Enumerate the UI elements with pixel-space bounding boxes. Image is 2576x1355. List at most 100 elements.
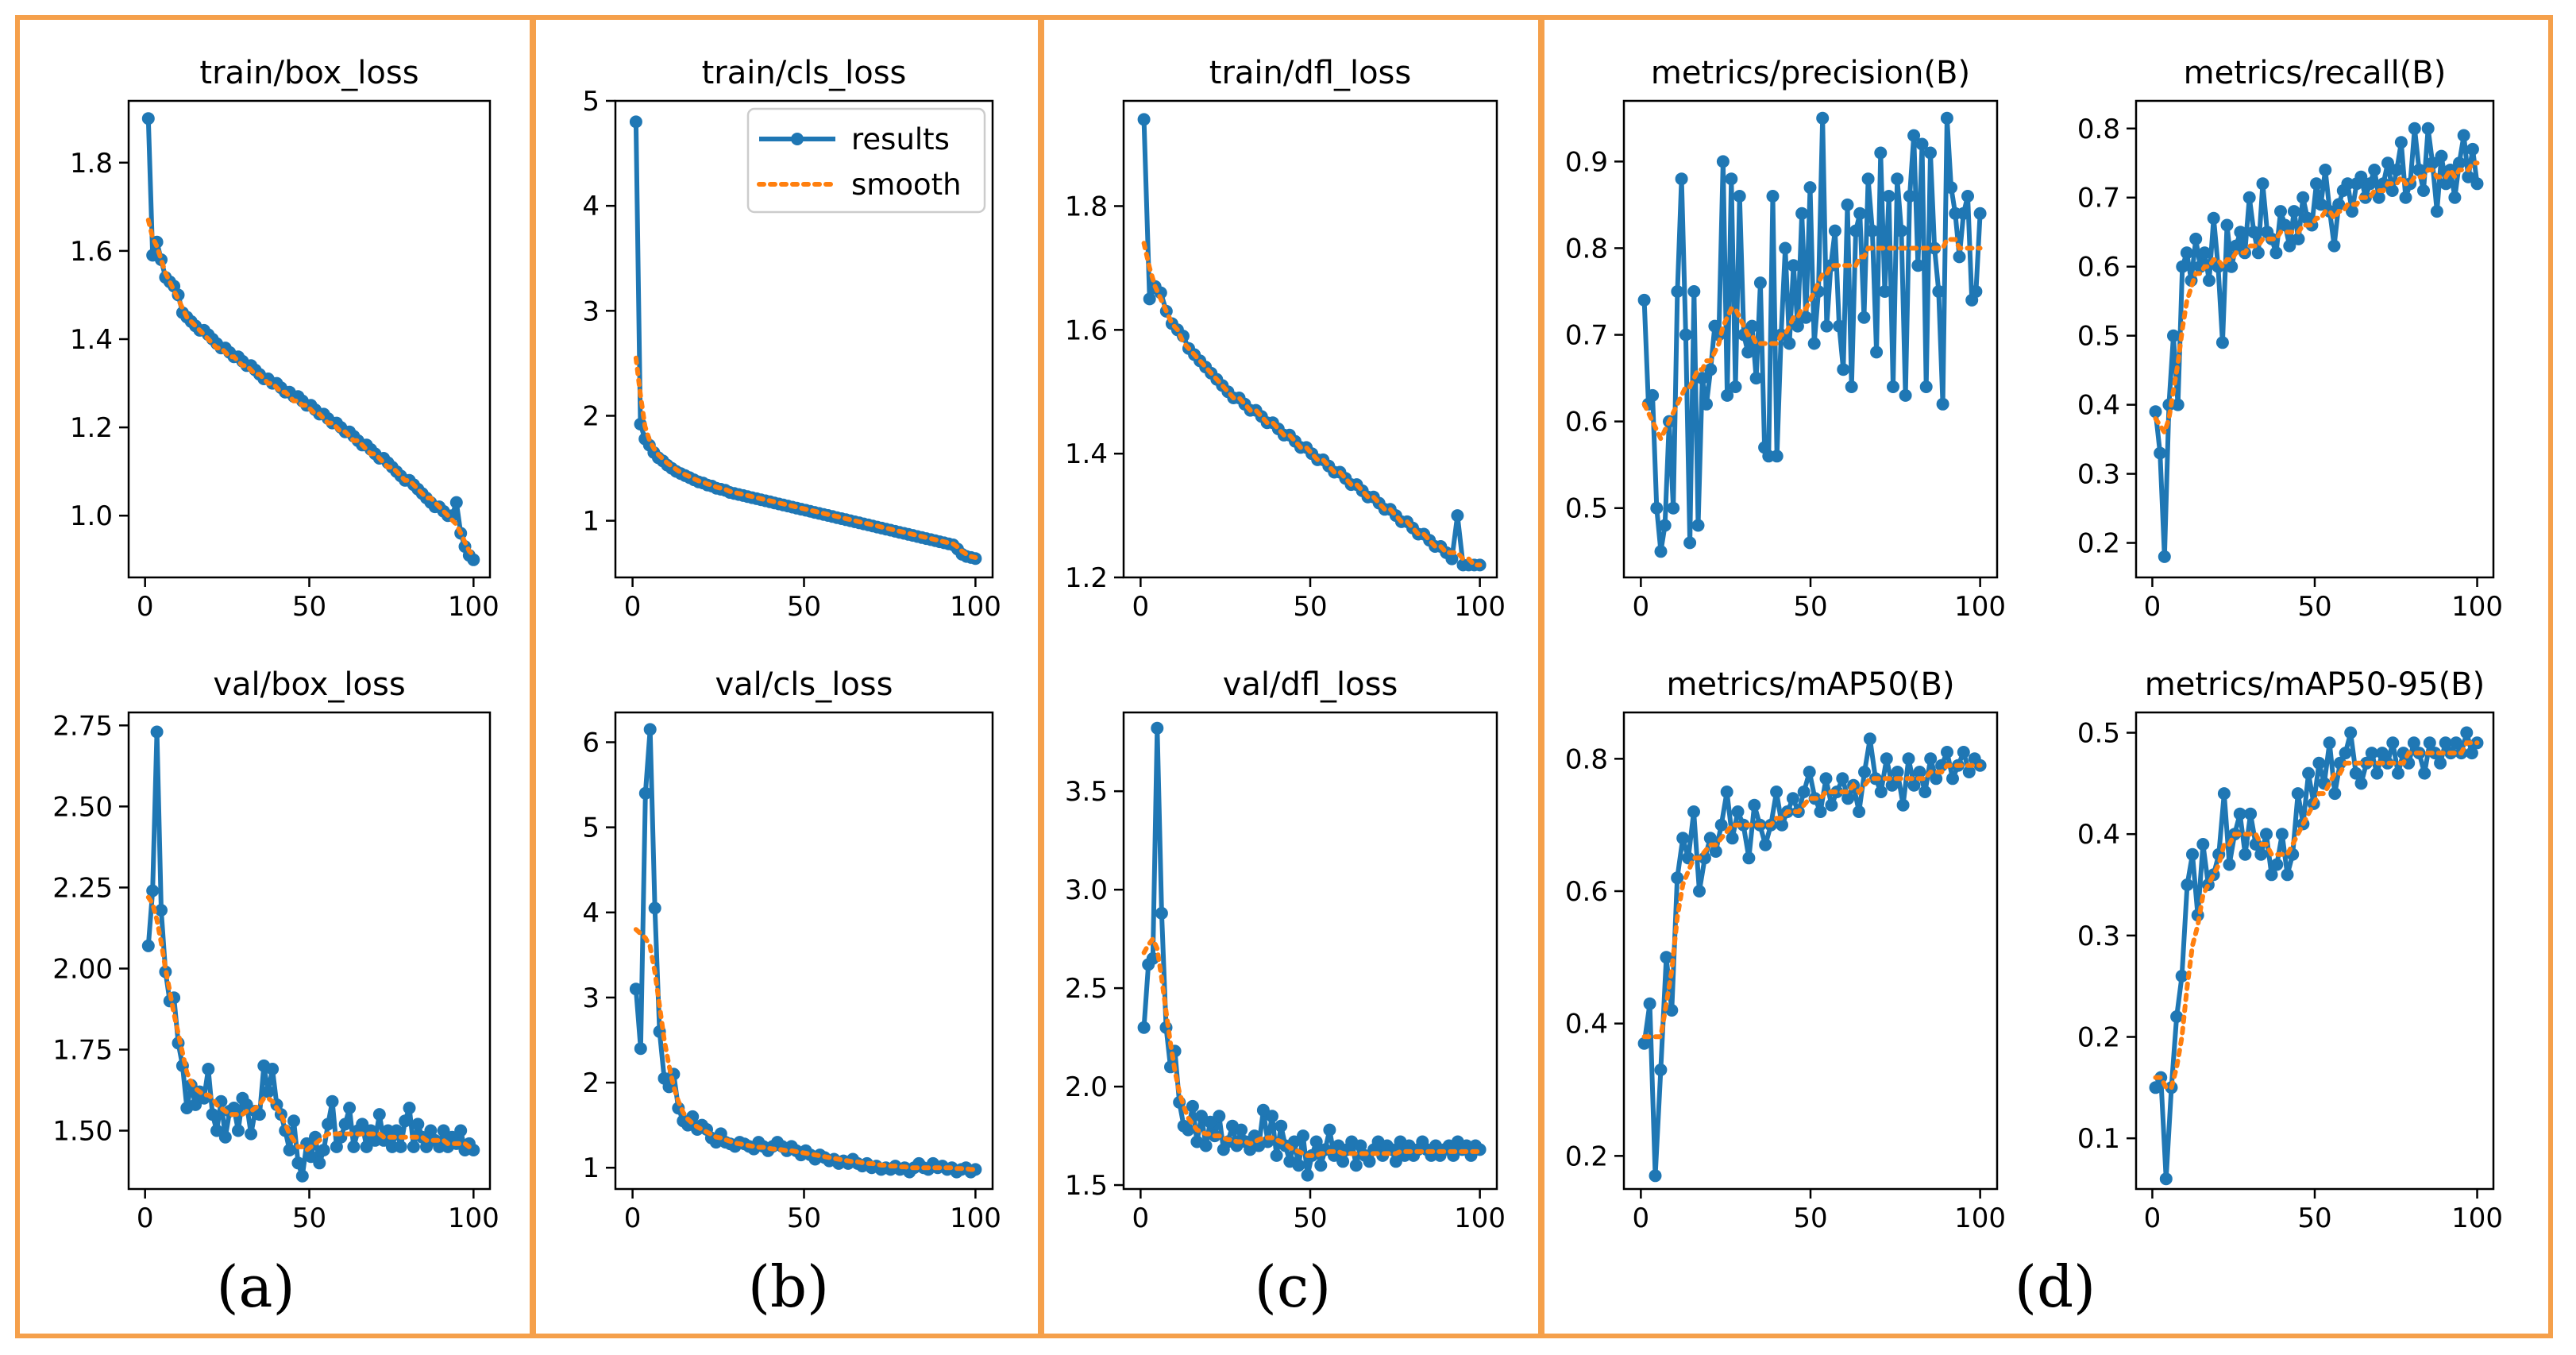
- data-point: [2233, 807, 2246, 820]
- x-tick-label: 0: [1633, 591, 1650, 623]
- data-point: [1700, 397, 1713, 411]
- data-point: [1753, 276, 1767, 290]
- data-point: [2223, 858, 2236, 871]
- x-tick-label: 0: [137, 591, 154, 623]
- panel-labels: (a) (b) (c) (d): [216, 1253, 2096, 1320]
- data-point: [1814, 805, 1827, 818]
- data-point: [1816, 111, 1830, 125]
- data-point: [1766, 190, 1780, 203]
- data-point: [2278, 218, 2292, 232]
- data-point: [317, 1144, 330, 1156]
- data-point: [326, 1094, 339, 1108]
- data-point: [2386, 736, 2400, 750]
- chart-val-cls-loss: val/cls_loss 0 50 100 1 2 3 4 5 6: [582, 666, 1001, 1234]
- data-point: [638, 786, 652, 800]
- y-tick-label: 0.5: [2077, 718, 2120, 750]
- data-point: [1946, 772, 1959, 786]
- data-point: [2435, 149, 2448, 163]
- data-point: [2327, 239, 2341, 253]
- x-tick-label: 0: [1132, 591, 1150, 623]
- data-point: [1186, 1099, 1199, 1113]
- data-point: [2176, 260, 2189, 273]
- data-point: [1902, 752, 1915, 766]
- x-tick-label: 0: [624, 591, 642, 623]
- data-point: [1309, 1135, 1323, 1148]
- data-point: [1770, 786, 1784, 798]
- data-point: [1667, 501, 1680, 515]
- data-point: [1725, 172, 1738, 186]
- data-point: [2407, 736, 2420, 750]
- y-tick-label: 0.5: [1565, 493, 1608, 525]
- data-point: [2265, 868, 2278, 882]
- series-line-smooth: [633, 355, 978, 560]
- data-point: [2392, 766, 2404, 780]
- data-point: [643, 723, 657, 736]
- x-tick-label: 0: [2144, 591, 2161, 623]
- y-tick-label: 0.2: [2077, 1022, 2120, 1054]
- data-point: [1323, 1123, 1336, 1137]
- plot-frame: [614, 711, 994, 1191]
- data-point: [1885, 778, 1899, 792]
- data-point: [2466, 142, 2479, 156]
- data-point: [2339, 747, 2352, 760]
- x-tick-label: 50: [1793, 591, 1827, 623]
- data-point: [2217, 787, 2231, 801]
- group-frames: [15, 15, 2553, 1338]
- data-point: [1671, 285, 1684, 298]
- data-point: [2462, 170, 2475, 183]
- data-point: [261, 1085, 275, 1098]
- y-tick-label: 1.75: [52, 1034, 113, 1066]
- y-tick-label: 1.50: [52, 1116, 113, 1148]
- data-point: [295, 1169, 309, 1183]
- data-point: [399, 1114, 412, 1128]
- data-point: [1693, 885, 1706, 898]
- data-point: [2341, 177, 2354, 191]
- data-point: [1803, 181, 1817, 195]
- data-point: [141, 939, 155, 952]
- panel-label-a: (a): [216, 1253, 295, 1320]
- data-point: [390, 1124, 403, 1137]
- data-point: [1891, 766, 1904, 778]
- data-point: [2421, 122, 2435, 135]
- data-point: [1836, 772, 1849, 786]
- y-tick-label: 0.8: [1565, 743, 1608, 775]
- data-point: [2207, 211, 2220, 225]
- x-tick-label: 100: [448, 1203, 499, 1234]
- data-point: [1143, 292, 1156, 306]
- data-point: [1691, 519, 1705, 532]
- chart-metrics-recall: metrics/recall(B) 0 50 100 0.2 0.3 0.4 0.5 0.6 0.…: [2077, 55, 2503, 623]
- data-point: [1336, 1155, 1350, 1168]
- panel-label-c: (c): [1255, 1253, 1332, 1320]
- y-tick-label: 0.8: [1565, 233, 1608, 264]
- chart-metrics-map50-95: metrics/mAP50-95(B) 0 50 100 0.1 0.2 0.3 0.4 0.5: [2077, 666, 2503, 1234]
- data-point: [2385, 184, 2399, 197]
- x-tick-label: 100: [2451, 591, 2503, 623]
- chart-val-dfl-loss: val/dfl_loss 0 50 100 1.5 2.0 2.5 3.0 3.5: [1065, 666, 1506, 1234]
- series-line-smooth: [145, 218, 476, 558]
- data-point: [2274, 205, 2287, 218]
- data-point: [1825, 798, 1838, 812]
- y-tick-label: 0.4: [2077, 390, 2120, 422]
- data-point: [1887, 380, 1899, 393]
- data-point: [347, 1140, 361, 1153]
- x-tick-label: 50: [1293, 1203, 1327, 1234]
- series-line-smooth: [145, 894, 476, 1153]
- data-point: [1695, 372, 1709, 385]
- data-point: [2460, 726, 2474, 739]
- data-point: [1941, 746, 1953, 759]
- chart-title: val/box_loss: [213, 666, 405, 703]
- data-point: [218, 1130, 232, 1144]
- data-point: [372, 1108, 386, 1121]
- data-point: [1841, 792, 1855, 805]
- data-point: [2333, 756, 2347, 770]
- data-point: [1654, 545, 1668, 558]
- data-point: [1714, 818, 1728, 832]
- data-point: [634, 1042, 647, 1056]
- y-tick-label: 0.4: [1565, 1009, 1608, 1040]
- data-point: [2292, 232, 2305, 245]
- data-point: [1729, 380, 1742, 393]
- x-tick-label: 100: [950, 1203, 1001, 1234]
- data-point: [2423, 736, 2436, 750]
- data-point: [2281, 868, 2294, 882]
